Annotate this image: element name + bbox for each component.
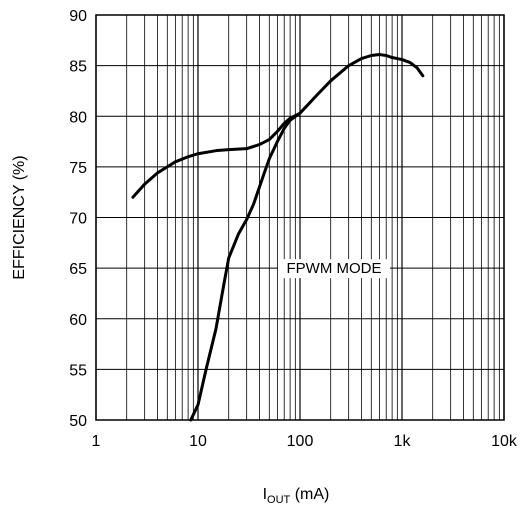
y-tick-label: 85 bbox=[69, 59, 87, 76]
x-tick-label: 1k bbox=[394, 433, 412, 450]
efficiency-curve-2 bbox=[189, 111, 302, 422]
y-tick-label: 50 bbox=[69, 413, 87, 430]
x-tick-label: 1 bbox=[92, 433, 101, 450]
x-axis-label-subscript: OUT bbox=[267, 494, 291, 506]
y-tick-label: 55 bbox=[69, 362, 87, 379]
x-tick-label: 10 bbox=[189, 433, 207, 450]
series-layer bbox=[131, 52, 425, 422]
y-tick-label: 65 bbox=[69, 261, 87, 278]
y-axis-label: EFFICIENCY (%) bbox=[11, 155, 28, 279]
x-axis-label-main: I bbox=[263, 486, 267, 503]
y-tick-label: 75 bbox=[69, 160, 87, 177]
x-axis-label: IOUT (mA) bbox=[263, 486, 330, 506]
x-tick-labels: 1 10 100 1k 10k bbox=[92, 433, 518, 450]
x-tick-label: 100 bbox=[287, 433, 314, 450]
y-tick-label: 60 bbox=[69, 312, 87, 329]
y-tick-label: 70 bbox=[69, 211, 87, 228]
y-tick-label: 90 bbox=[69, 8, 87, 25]
x-axis-label-unit: (mA) bbox=[290, 486, 329, 503]
annotation-layer: FPWM MODE bbox=[278, 259, 390, 279]
annotation-background bbox=[278, 259, 390, 279]
y-tick-labels: 50 55 60 65 70 75 80 85 90 bbox=[69, 8, 87, 430]
efficiency-curve-1 bbox=[131, 52, 425, 199]
annotation-fpwm-mode: FPWM MODE bbox=[287, 260, 382, 277]
plot-frame bbox=[95, 14, 505, 421]
x-tick-label: 10k bbox=[491, 433, 518, 450]
y-tick-label: 80 bbox=[69, 109, 87, 126]
